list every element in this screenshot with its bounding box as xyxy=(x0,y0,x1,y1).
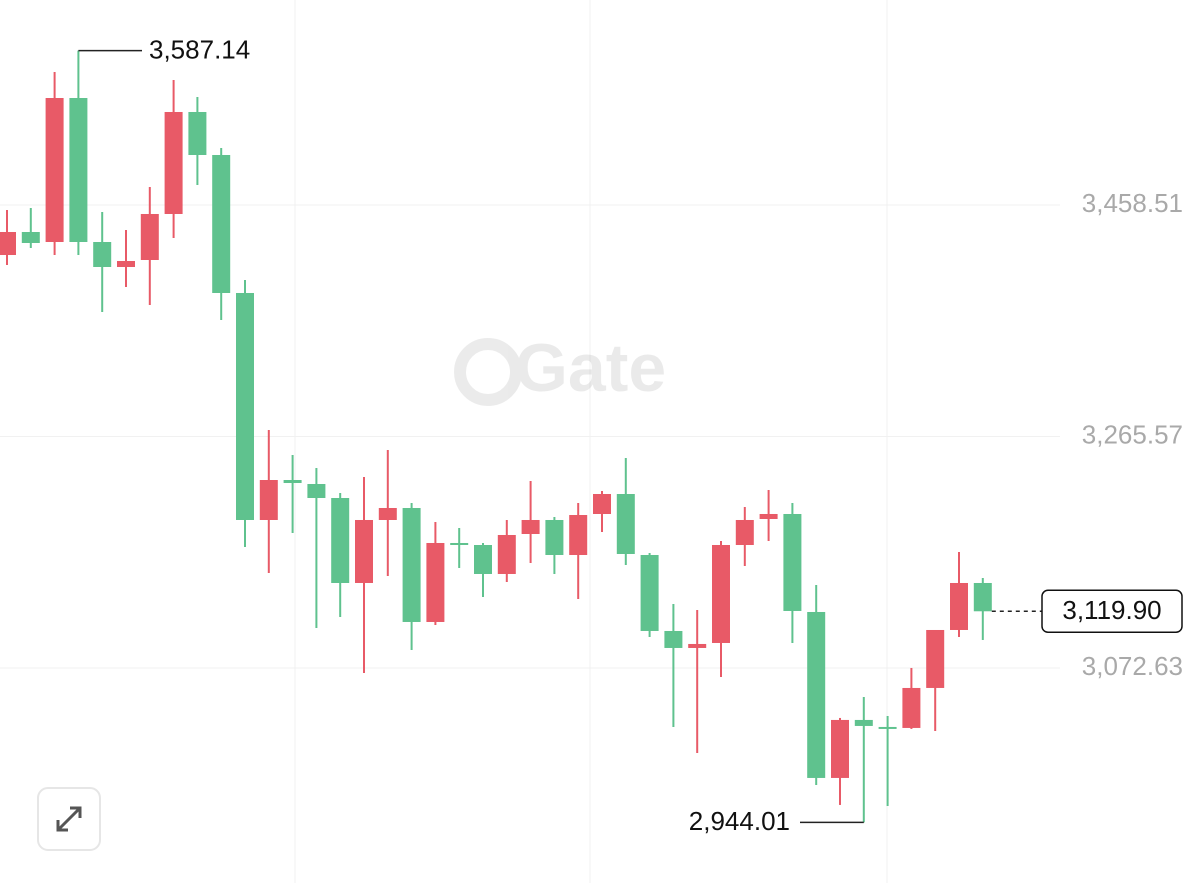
candle-body xyxy=(307,483,326,499)
candle-body xyxy=(164,111,183,214)
y-tick-label: 3,072.63 xyxy=(1082,651,1183,681)
last-price-label: 3,119.90 xyxy=(1062,595,1161,625)
candle-body xyxy=(21,232,40,243)
candle-body xyxy=(973,582,992,612)
watermark-logo xyxy=(454,338,522,406)
watermark: Gate xyxy=(454,330,666,406)
candle-body xyxy=(735,519,754,545)
candle-body xyxy=(283,480,302,484)
candle-body xyxy=(117,260,135,267)
candle-body xyxy=(212,154,231,293)
candle-body xyxy=(259,480,278,520)
candle-body xyxy=(521,519,540,534)
candle-body xyxy=(950,582,968,630)
y-tick-label: 3,458.51 xyxy=(1082,188,1183,218)
candle-body xyxy=(331,498,350,583)
last-price-box xyxy=(1041,589,1183,634)
candle-body xyxy=(0,232,16,256)
candle-body xyxy=(450,542,469,545)
candle-body xyxy=(616,494,635,554)
candle-body xyxy=(854,719,873,726)
candle-body xyxy=(593,494,611,514)
candle-body xyxy=(497,534,516,574)
y-tick-label: 3,265.57 xyxy=(1082,419,1183,449)
candle-body xyxy=(831,719,849,778)
candle-body xyxy=(426,542,445,622)
candle-body xyxy=(878,726,897,729)
candle-body xyxy=(664,630,683,648)
candle-body xyxy=(69,98,88,242)
candle-body xyxy=(569,515,588,555)
candle-body xyxy=(402,507,421,622)
candle-body xyxy=(236,292,254,520)
candle-body xyxy=(188,111,207,155)
candle-body xyxy=(688,643,707,648)
candle-body xyxy=(640,554,659,631)
expand-button[interactable] xyxy=(37,787,101,851)
candle-body xyxy=(93,241,112,267)
high-label: 3,587.14 xyxy=(149,35,250,65)
candle-body xyxy=(45,98,64,242)
candle-body xyxy=(759,513,778,519)
candle-body xyxy=(355,519,373,583)
candle-body xyxy=(140,213,159,260)
candle-body xyxy=(378,507,397,520)
candle-body xyxy=(807,611,826,778)
expand-icon[interactable] xyxy=(56,806,82,832)
watermark-text: Gate xyxy=(515,330,666,406)
candle-body xyxy=(545,519,564,555)
candle-body xyxy=(783,513,802,611)
candle-body xyxy=(712,544,730,643)
candle-body xyxy=(926,629,945,688)
candle-body xyxy=(474,544,492,574)
low-label: 2,944.01 xyxy=(689,806,790,836)
candle-body xyxy=(902,687,921,728)
